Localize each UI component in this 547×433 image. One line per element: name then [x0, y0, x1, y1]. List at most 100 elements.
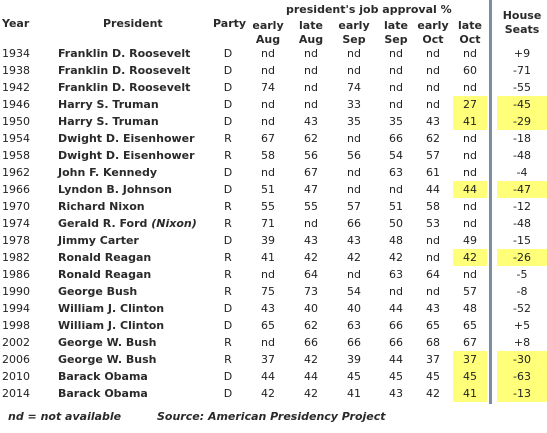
late-aug-cell: 42: [304, 353, 318, 366]
house-seats-cell: -5: [516, 268, 528, 281]
late-sep-cell: nd: [389, 64, 403, 77]
late-aug-cell: 73: [304, 285, 318, 298]
late-sep-cell: 63: [389, 166, 403, 179]
president-cell: Dwight D. Eisenhower: [58, 132, 195, 145]
col-header-line1: early: [338, 19, 370, 32]
year-cell: 1934: [2, 47, 30, 60]
early-sep-cell: 56: [347, 149, 361, 162]
president-cell: William J. Clinton: [58, 319, 165, 332]
president-cell: Barack Obama: [58, 370, 148, 383]
col-header-line1: late: [299, 19, 323, 32]
early-sep-cell: nd: [347, 132, 361, 145]
early-aug-cell: 67: [261, 132, 275, 145]
early-aug-cell: 65: [261, 319, 275, 332]
early-oct-cell: 57: [426, 149, 440, 162]
party-cell: D: [223, 166, 233, 179]
party-cell: D: [223, 47, 233, 60]
col-header-president: President: [103, 17, 163, 30]
table-row: 2010 Barack Obama D 44 44 45 45 45 45 -6…: [0, 368, 547, 385]
col-header-line2: Aug: [298, 33, 324, 46]
early-aug-cell: nd: [261, 47, 275, 60]
year-cell: 2002: [2, 336, 30, 349]
year-cell: 1958: [2, 149, 30, 162]
col-header-line2: Sep: [384, 33, 408, 46]
late-sep-cell: nd: [389, 285, 403, 298]
party-cell: R: [224, 217, 232, 230]
late-aug-cell: 47: [304, 183, 318, 196]
early-sep-cell: 33: [347, 98, 361, 111]
table-row: 1982 Ronald Reagan R 41 42 42 42 nd 42 -…: [0, 249, 547, 266]
col-header-late-oct: late Oct: [453, 19, 487, 47]
late-oct-cell: 57: [463, 285, 477, 298]
table-row: 1998 William J. Clinton D 65 62 63 66 65…: [0, 317, 547, 334]
late-sep-cell: 35: [389, 115, 403, 128]
late-aug-cell: nd: [304, 217, 318, 230]
late-oct-cell: 27: [453, 96, 487, 113]
early-oct-cell: 44: [426, 183, 440, 196]
late-sep-cell: 42: [389, 251, 403, 264]
president-cell: Lyndon B. Johnson: [58, 183, 172, 196]
early-sep-cell: 63: [347, 319, 361, 332]
footnote-nd: nd = not available: [8, 410, 122, 423]
table-row: 2014 Barack Obama D 42 42 41 43 42 41 -1…: [0, 385, 547, 402]
president-note: (Nixon): [151, 217, 197, 230]
late-oct-cell: nd: [463, 217, 477, 230]
early-aug-cell: 44: [261, 370, 275, 383]
table-row: 1958 Dwight D. Eisenhower R 58 56 56 54 …: [0, 147, 547, 164]
col-header-line2: Sep: [342, 33, 366, 46]
table-row: 1986 Ronald Reagan R nd 64 nd 63 64 nd -…: [0, 266, 547, 283]
col-header-early-sep: early Sep: [337, 19, 371, 47]
early-aug-cell: 51: [261, 183, 275, 196]
early-oct-cell: 64: [426, 268, 440, 281]
late-aug-cell: nd: [304, 64, 318, 77]
house-seats-cell: -52: [513, 302, 531, 315]
early-aug-cell: 55: [261, 200, 275, 213]
early-oct-cell: nd: [426, 234, 440, 247]
early-sep-cell: 54: [347, 285, 361, 298]
table-row: 1938 Franklin D. Roosevelt D nd nd nd nd…: [0, 62, 547, 79]
house-seats-cell: -15: [513, 234, 531, 247]
year-cell: 1946: [2, 98, 30, 111]
party-cell: D: [223, 387, 233, 400]
table-row: 1942 Franklin D. Roosevelt D 74 nd 74 nd…: [0, 79, 547, 96]
house-seats-cell: -63: [497, 368, 547, 385]
early-sep-cell: nd: [347, 64, 361, 77]
early-sep-cell: 42: [347, 251, 361, 264]
table-row: 1978 Jimmy Carter D 39 43 43 48 nd 49 -1…: [0, 232, 547, 249]
party-cell: R: [224, 353, 232, 366]
president-cell: Franklin D. Roosevelt: [58, 47, 191, 60]
table-row: 1954 Dwight D. Eisenhower R 67 62 nd 66 …: [0, 130, 547, 147]
year-cell: 1994: [2, 302, 30, 315]
col-header-year: Year: [2, 17, 30, 30]
early-sep-cell: 43: [347, 234, 361, 247]
early-aug-cell: 75: [261, 285, 275, 298]
year-cell: 1962: [2, 166, 30, 179]
late-sep-cell: 51: [389, 200, 403, 213]
president-cell: Dwight D. Eisenhower: [58, 149, 195, 162]
party-cell: R: [224, 251, 232, 264]
party-cell: D: [223, 81, 233, 94]
early-oct-cell: nd: [426, 81, 440, 94]
table-row: 1990 George Bush R 75 73 54 nd nd 57 -8: [0, 283, 547, 300]
late-oct-cell: nd: [463, 81, 477, 94]
president-cell: George Bush: [58, 285, 138, 298]
late-aug-cell: 43: [304, 115, 318, 128]
col-header-late-sep: late Sep: [379, 19, 413, 47]
year-cell: 1986: [2, 268, 30, 281]
president-cell: John F. Kennedy: [58, 166, 158, 179]
late-sep-cell: 44: [389, 302, 403, 315]
party-cell: D: [223, 115, 233, 128]
late-sep-cell: nd: [389, 98, 403, 111]
col-header-house-seats: House Seats: [497, 9, 547, 37]
early-oct-cell: 53: [426, 217, 440, 230]
early-oct-cell: nd: [426, 47, 440, 60]
early-sep-cell: nd: [347, 268, 361, 281]
early-aug-cell: 39: [261, 234, 275, 247]
early-sep-cell: nd: [347, 47, 361, 60]
president-cell: Gerald R. Ford (Nixon): [58, 215, 208, 232]
late-aug-cell: nd: [304, 81, 318, 94]
late-oct-cell: 37: [453, 351, 487, 368]
year-cell: 1966: [2, 183, 30, 196]
early-aug-cell: 74: [261, 81, 275, 94]
early-oct-cell: 65: [426, 319, 440, 332]
